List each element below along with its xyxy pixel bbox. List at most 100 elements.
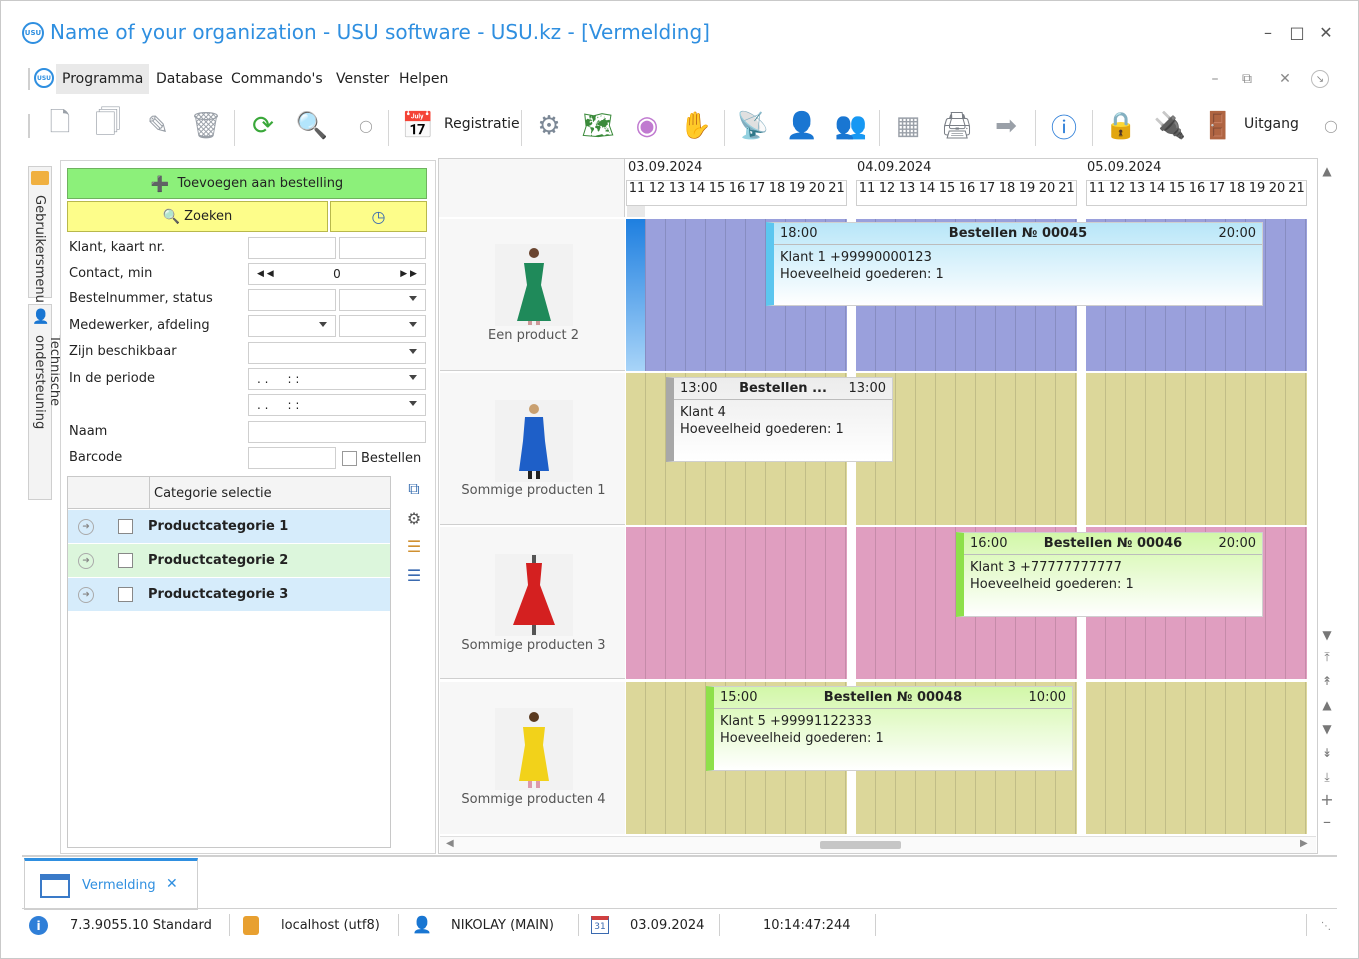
category-checkbox[interactable] — [118, 519, 133, 534]
settings-gear-icon[interactable]: ⚙ — [537, 111, 561, 141]
registratie-label[interactable]: Registratie — [444, 116, 520, 132]
maximize-icon[interactable]: □ — [1289, 22, 1305, 42]
remove-record-icon[interactable]: – — [1323, 811, 1331, 831]
tab-vermelding[interactable]: Vermelding ✕ — [24, 858, 198, 910]
period-to-field[interactable]: . . : : — [248, 394, 426, 416]
schedule-lane-cell[interactable] — [1086, 682, 1307, 834]
status-dropdown[interactable] — [339, 289, 426, 311]
first-arrow-icon[interactable]: ◀ ◀ — [257, 269, 274, 279]
edit-record-icon[interactable]: ✎ — [147, 111, 169, 141]
add-order-button[interactable]: ➕ Toevoegen aan bestelling — [67, 168, 427, 199]
last-record-icon[interactable]: ⤓ — [1324, 769, 1330, 784]
grid-table-icon[interactable]: ▦ — [895, 111, 921, 141]
order-body: Klant 4 Hoeveelheid goederen: 1 — [674, 400, 892, 442]
info-icon[interactable]: ⓘ — [1050, 113, 1077, 144]
last-arrow-icon[interactable]: ▶ ▶ — [400, 269, 417, 279]
hour-label: 17 — [748, 181, 766, 196]
category-name: Productcategorie 3 — [148, 587, 289, 602]
users-group-icon[interactable]: 👥 — [834, 111, 868, 141]
category-row-2[interactable]: ➜ Productcategorie 2 — [68, 544, 390, 577]
forward-arrow-icon[interactable]: ➡ — [995, 111, 1017, 141]
menu-venster[interactable]: Venster — [336, 71, 390, 87]
close-icon[interactable]: ✕ — [1319, 22, 1333, 42]
category-row-3[interactable]: ➜ Productcategorie 3 — [68, 578, 390, 611]
hand-icon[interactable]: ✋ — [679, 111, 713, 141]
expand-arrow-icon[interactable]: ➜ — [78, 586, 94, 603]
resize-grip-icon[interactable]: ⋱ — [1321, 921, 1331, 932]
client-field[interactable] — [248, 237, 336, 259]
tree-expand-icon[interactable]: ☰ — [406, 536, 422, 556]
name-field[interactable] — [248, 421, 426, 443]
barcode-field[interactable] — [248, 447, 336, 469]
tree-collapse-icon[interactable]: ☰ — [406, 565, 422, 585]
history-button[interactable]: ◷ — [330, 201, 427, 232]
search-icon[interactable]: 🔍 — [295, 111, 329, 141]
department-dropdown[interactable] — [339, 315, 426, 337]
next-record-icon[interactable]: ▼ — [1322, 722, 1332, 736]
order-card-2[interactable]: 13:00 Bestellen ... 13:00 Klant 4 Hoevee… — [666, 377, 893, 462]
mdi-close-icon[interactable]: ✕ — [1279, 71, 1291, 87]
category-checkbox[interactable] — [118, 553, 133, 568]
minimize-icon[interactable]: – — [1264, 22, 1272, 42]
menu-helpen[interactable]: Helpen — [399, 71, 449, 87]
period-label: In de periode — [69, 371, 155, 386]
tab-close-icon[interactable]: ✕ — [166, 876, 178, 892]
toolbar-end-overflow-icon[interactable]: ◯ — [1324, 119, 1338, 133]
print-icon[interactable]: 🖨 — [940, 111, 974, 141]
rss-icon[interactable]: 📡 — [736, 111, 770, 141]
first-record-icon[interactable]: ⤒ — [1324, 649, 1330, 664]
hour-label: 13 — [898, 181, 916, 196]
page-down-icon[interactable]: ↡ — [1321, 746, 1333, 760]
card-number-field[interactable] — [339, 237, 426, 259]
scroll-left-icon[interactable]: ◀ — [446, 838, 454, 849]
menu-database[interactable]: Database — [156, 71, 223, 87]
plug-icon[interactable]: 🔌 — [1153, 111, 1187, 141]
new-record-icon[interactable]: 🗋 — [49, 108, 71, 138]
schedule-lane-cell[interactable] — [1086, 373, 1307, 525]
add-record-icon[interactable]: + — [1320, 789, 1334, 809]
delete-record-icon[interactable]: 🗑 — [189, 111, 223, 141]
schedule-lane-cell[interactable] — [626, 527, 847, 679]
page-up-icon[interactable]: ↟ — [1321, 674, 1333, 688]
scroll-down-small-icon[interactable]: ▼ — [1322, 628, 1332, 642]
category-row-1[interactable]: ➜ Productcategorie 1 — [68, 510, 390, 543]
map-icon[interactable]: 🗺 — [581, 111, 615, 141]
mdi-minimize-icon[interactable]: – — [1211, 71, 1219, 87]
menu-commandos[interactable]: Commando's — [231, 71, 323, 87]
tech-support-tab[interactable]: 👤 Technische ondersteuning — [28, 304, 62, 500]
available-dropdown[interactable] — [248, 342, 426, 364]
calendar-icon[interactable]: 📅 — [401, 111, 435, 141]
horizontal-scroll-thumb[interactable] — [820, 841, 901, 849]
order-number-field[interactable] — [248, 289, 336, 311]
order-card-00048[interactable]: 15:00 Bestellen № 00048 10:00 Klant 5 +9… — [706, 686, 1073, 771]
uitgang-label[interactable]: Uitgang — [1244, 116, 1299, 132]
hour-label: 11 — [1088, 181, 1106, 196]
order-card-00046[interactable]: 16:00 Bestellen № 00046 20:00 Klant 3 +7… — [956, 532, 1263, 617]
exit-door-icon[interactable]: 🚪 — [1201, 111, 1235, 141]
user-menu-tab[interactable]: Gebruikersmenu — [28, 166, 52, 303]
orders-checkbox[interactable] — [342, 451, 357, 466]
contact-spinner[interactable]: ◀ ◀ 0 ▶ ▶ — [248, 263, 426, 285]
prev-record-icon[interactable]: ▲ — [1322, 698, 1332, 712]
lock-icon[interactable]: 🔒 — [1104, 111, 1138, 141]
color-wheel-icon[interactable]: ◉ — [635, 111, 659, 141]
scroll-right-icon[interactable]: ▶ — [1300, 838, 1308, 849]
refresh-icon[interactable]: ⟳ — [252, 111, 274, 141]
toolbar-overflow-icon[interactable]: ◯ — [359, 119, 373, 133]
category-checkbox[interactable] — [118, 587, 133, 602]
search-button[interactable]: 🔍 Zoeken — [67, 201, 328, 232]
employee-dropdown[interactable] — [248, 315, 336, 337]
copy-window-icon[interactable]: ⧉ — [408, 479, 420, 498]
mdi-restore-icon[interactable]: ⧉ — [1242, 71, 1252, 87]
settings-icon[interactable]: ⚙ — [406, 508, 422, 528]
period-from-field[interactable]: . . : : — [248, 368, 426, 390]
expand-arrow-icon[interactable]: ➜ — [78, 518, 94, 535]
user-key-icon[interactable]: 👤 — [785, 111, 819, 141]
copy-record-icon[interactable]: 🗍 — [95, 108, 121, 138]
scroll-up-icon[interactable]: ▲ — [1322, 164, 1332, 178]
menu-overflow-icon[interactable]: ↘ — [1311, 70, 1329, 88]
hour-label: 18 — [998, 181, 1016, 196]
order-card-00045[interactable]: 18:00 Bestellen № 00045 20:00 Klant 1 +9… — [766, 222, 1263, 306]
expand-arrow-icon[interactable]: ➜ — [78, 552, 94, 569]
menu-programma[interactable]: Programma — [56, 64, 150, 94]
